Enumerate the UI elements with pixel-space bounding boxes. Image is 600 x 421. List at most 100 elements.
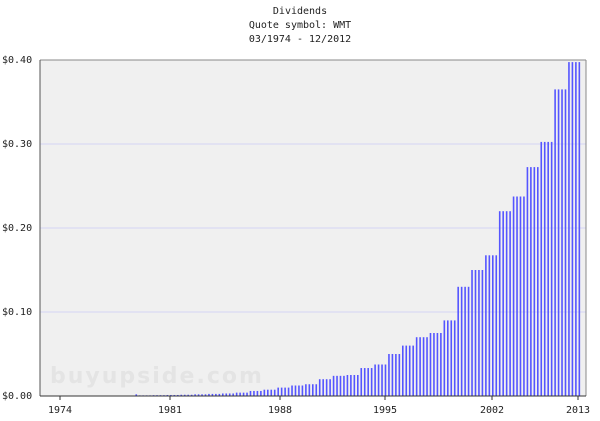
- bar-2004-q3: [464, 286, 466, 396]
- bar-1992-q1: [291, 385, 293, 396]
- bar-2008-q3: [519, 196, 522, 396]
- bar-1984-q1: [180, 394, 183, 396]
- bar-1983-q2: [170, 394, 172, 396]
- bar-2007-q2: [502, 211, 504, 396]
- bar-1990-q2: [267, 389, 269, 396]
- bar-1999-q4: [398, 354, 401, 396]
- bar-1989-q4: [260, 390, 262, 396]
- bar-2012-q1: [568, 62, 570, 396]
- bar-1987-q2: [225, 393, 228, 396]
- bar-2006-q1: [485, 255, 487, 396]
- watermark-logo: buyupside.com: [50, 364, 264, 389]
- chart-date-range: 03/1974 - 12/2012: [249, 34, 351, 45]
- bar-1994-q1: [318, 379, 321, 396]
- bar-2002-q1: [429, 333, 432, 396]
- bar-1985-q3: [201, 394, 203, 396]
- bar-2011-q2: [557, 89, 560, 397]
- bar-2005-q1: [471, 270, 473, 396]
- bar-1995-q4: [343, 375, 345, 396]
- bar-2010-q3: [547, 141, 549, 396]
- bar-1984-q2: [183, 394, 186, 396]
- bar-2009-q3: [533, 167, 536, 396]
- bar-2012-q2: [571, 62, 574, 396]
- bar-1985-q1: [194, 394, 196, 396]
- bar-1998-q1: [374, 364, 376, 396]
- bar-2004-q4: [467, 286, 470, 396]
- bar-1989-q3: [256, 390, 259, 396]
- bar-2003-q2: [447, 320, 449, 396]
- bar-2001-q2: [419, 337, 421, 396]
- bar-1986-q1: [208, 393, 210, 396]
- bar-1994-q3: [325, 379, 328, 396]
- bar-1999-q2: [391, 354, 394, 396]
- y-tick-label: $0.00: [2, 391, 32, 402]
- bar-2006-q3: [492, 255, 494, 396]
- bar-2004-q1: [457, 286, 459, 396]
- bar-1992-q4: [301, 385, 304, 396]
- bar-1986-q2: [211, 393, 214, 396]
- x-tick-label: 1995: [373, 405, 397, 416]
- bar-1991-q1: [277, 387, 279, 396]
- bar-1995-q3: [339, 375, 342, 396]
- bar-2000-q4: [412, 345, 414, 396]
- bar-1993-q4: [315, 384, 318, 396]
- bar-1986-q4: [218, 393, 221, 396]
- bar-1991-q3: [284, 387, 286, 396]
- bar-1988-q3: [242, 392, 245, 396]
- bar-1989-q1: [249, 390, 252, 396]
- y-tick-label: $0.10: [2, 307, 32, 318]
- bar-1995-q2: [336, 375, 338, 396]
- bar-1990-q1: [263, 389, 266, 396]
- bar-1994-q2: [322, 379, 324, 396]
- bar-1998-q2: [377, 364, 380, 396]
- bar-1995-q1: [332, 375, 335, 396]
- bar-1983-q1: [166, 394, 169, 396]
- bar-1985-q4: [204, 394, 207, 396]
- bar-1993-q2: [308, 384, 311, 396]
- bar-1987-q4: [232, 393, 234, 396]
- bar-1992-q3: [298, 385, 300, 396]
- bar-1992-q2: [294, 385, 297, 396]
- bar-1996-q4: [357, 375, 359, 396]
- bar-2001-q3: [422, 337, 425, 396]
- bar-1988-q4: [246, 392, 248, 396]
- bar-2007-q1: [498, 211, 501, 396]
- bar-1999-q3: [395, 354, 397, 396]
- bar-2007-q4: [509, 211, 511, 396]
- bar-1997-q2: [363, 368, 366, 396]
- bar-1983-q4: [177, 394, 179, 396]
- bar-1980-q4: [135, 394, 138, 396]
- bar-2011-q4: [564, 89, 567, 397]
- bar-2002-q3: [436, 333, 439, 396]
- bar-1983-q3: [173, 394, 176, 396]
- bar-1999-q1: [388, 354, 390, 396]
- bar-2000-q3: [408, 345, 411, 396]
- bar-2006-q4: [495, 255, 498, 396]
- bar-1996-q2: [350, 375, 352, 396]
- bar-2010-q1: [540, 141, 543, 396]
- y-tick-label: $0.30: [2, 139, 32, 150]
- bar-2009-q4: [537, 167, 539, 396]
- bar-1991-q4: [287, 387, 290, 396]
- x-tick-label: 1974: [48, 405, 72, 416]
- bar-2007-q3: [505, 211, 508, 396]
- bar-2009-q1: [526, 167, 529, 396]
- bar-1997-q1: [360, 368, 363, 396]
- bar-2003-q1: [443, 320, 446, 396]
- bar-2012-q4: [578, 62, 581, 396]
- bar-1990-q4: [273, 389, 276, 396]
- bar-1998-q3: [381, 364, 383, 396]
- bar-2002-q4: [440, 333, 442, 396]
- bar-1998-q4: [384, 364, 387, 396]
- bar-2009-q2: [530, 167, 532, 396]
- bar-2001-q1: [415, 337, 418, 396]
- bar-1987-q3: [228, 393, 231, 396]
- bar-2011-q3: [561, 89, 563, 397]
- bar-1990-q3: [270, 389, 273, 396]
- bar-2005-q3: [478, 270, 480, 396]
- bar-2005-q2: [474, 270, 477, 396]
- bar-1994-q4: [329, 379, 331, 396]
- x-tick-label: 2013: [566, 405, 590, 416]
- bar-1987-q1: [222, 393, 224, 396]
